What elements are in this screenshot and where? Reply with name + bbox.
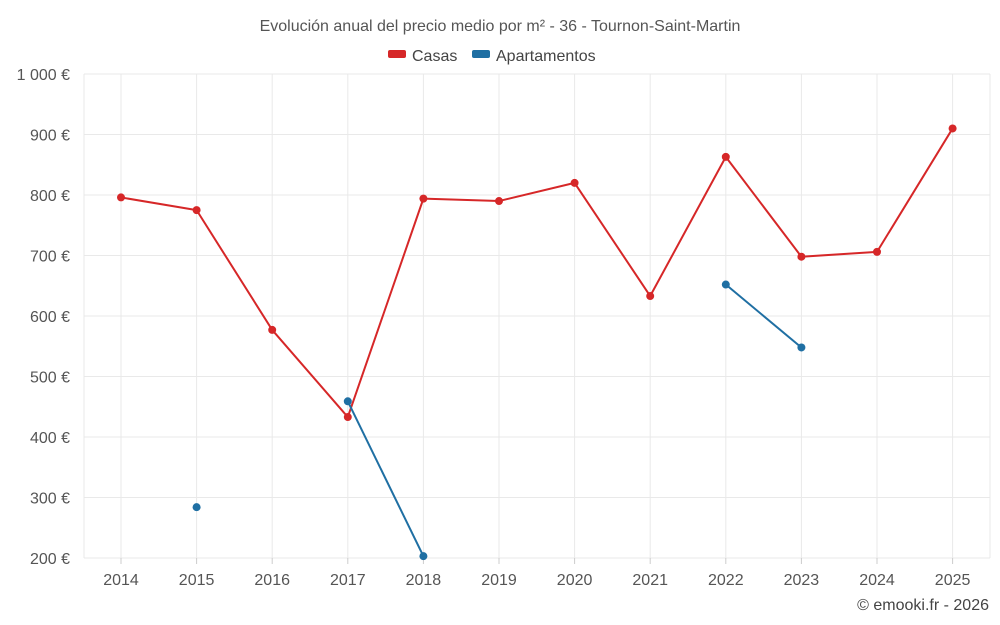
data-point[interactable] xyxy=(268,325,277,334)
x-tick-label: 2020 xyxy=(557,572,593,589)
x-tick-label: 2022 xyxy=(708,572,744,589)
y-tick-label: 200 € xyxy=(30,551,70,568)
series-layer xyxy=(117,124,957,561)
x-axis: 2014 2015 2016 2017 2018 2019 2020 2021 2022 2023… xyxy=(103,558,970,589)
x-tick-label: 2025 xyxy=(935,572,971,589)
data-point[interactable] xyxy=(721,152,730,161)
series-casas xyxy=(117,124,957,422)
grid xyxy=(83,73,991,559)
credit-text: © emooki.fr - 2026 xyxy=(857,597,989,614)
data-point[interactable] xyxy=(495,197,503,206)
y-tick-label: 300 € xyxy=(30,491,70,508)
x-tick-label: 2017 xyxy=(330,572,366,589)
data-point[interactable] xyxy=(419,552,428,561)
y-tick-label: 600 € xyxy=(30,309,70,326)
data-point[interactable] xyxy=(797,343,806,352)
x-tick-label: 2023 xyxy=(784,572,820,589)
data-point[interactable] xyxy=(192,206,201,215)
chart-title: Evolución anual del precio medio por m² … xyxy=(260,18,741,35)
legend-swatch xyxy=(388,50,406,58)
data-point[interactable] xyxy=(721,280,730,289)
series-line xyxy=(346,400,425,557)
x-tick-label: 2018 xyxy=(406,572,442,589)
x-tick-label: 2024 xyxy=(859,572,895,589)
legend-item-apartamentos[interactable]: Apartamentos xyxy=(472,48,596,65)
x-tick-label: 2014 xyxy=(103,572,139,589)
x-tick-label: 2015 xyxy=(179,572,215,589)
data-point[interactable] xyxy=(873,247,881,256)
y-tick-label: 1 000 € xyxy=(17,67,70,84)
data-point[interactable] xyxy=(948,124,957,133)
legend-item-casas[interactable]: Casas xyxy=(388,48,457,65)
y-tick-label: 900 € xyxy=(30,128,70,145)
data-point[interactable] xyxy=(343,413,352,422)
y-tick-label: 500 € xyxy=(30,370,70,387)
legend-label: Casas xyxy=(412,48,457,65)
data-point[interactable] xyxy=(192,503,201,512)
x-tick-label: 2019 xyxy=(481,572,517,589)
data-point[interactable] xyxy=(646,292,655,301)
data-point[interactable] xyxy=(570,178,579,187)
legend-label: Apartamentos xyxy=(496,48,596,65)
y-axis: 200 € 300 € 400 € 500 € 600 € 700 € 800 € 900 €… xyxy=(17,67,70,568)
legend-swatch xyxy=(472,50,490,58)
series-apartamentos xyxy=(192,280,806,561)
data-point[interactable] xyxy=(117,193,125,202)
y-tick-label: 800 € xyxy=(30,188,70,205)
series-line xyxy=(120,127,954,419)
series-line xyxy=(725,283,803,349)
data-point[interactable] xyxy=(419,194,428,203)
x-tick-label: 2016 xyxy=(254,572,290,589)
y-tick-label: 700 € xyxy=(30,249,70,266)
legend: Casas Apartamentos xyxy=(388,48,596,65)
x-tick-label: 2021 xyxy=(632,572,668,589)
data-point[interactable] xyxy=(343,397,352,406)
data-point[interactable] xyxy=(797,252,806,261)
y-tick-label: 400 € xyxy=(30,430,70,447)
